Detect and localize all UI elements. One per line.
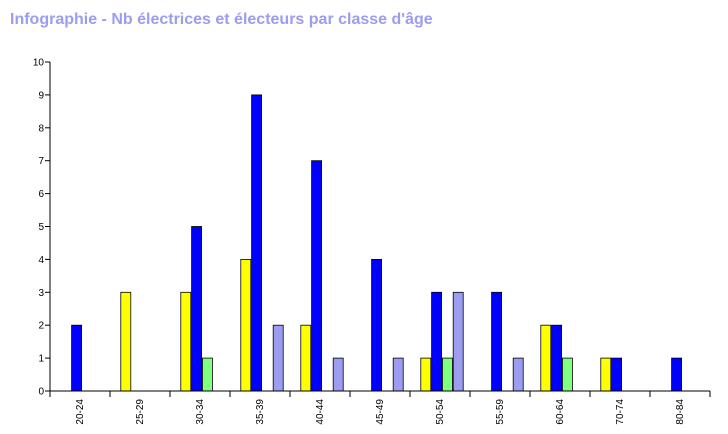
y-tick-label: 8 (38, 123, 44, 134)
x-tick-label: 70-74 (615, 399, 626, 425)
y-tick-label: 7 (38, 156, 44, 167)
x-tick-label: 35-39 (255, 399, 266, 425)
bar-70-74-series-1 (600, 357, 612, 392)
bar-40-44-series-4 (332, 357, 344, 392)
x-tick-label: 80-84 (675, 399, 686, 425)
x-tick-label: 20-24 (75, 399, 86, 425)
y-tick-label: 4 (38, 255, 44, 266)
y-tick-label: 1 (38, 354, 44, 365)
x-tick-label: 25-29 (135, 399, 146, 425)
bar-55-59-series-4 (512, 357, 524, 392)
x-axis-ticks: 20-24 25-29 30-34 35-39 40-44 45-49 50-54 55-59… (49, 391, 711, 425)
bar-30-34-series-1 (180, 291, 192, 392)
bar-45-49-series-4 (392, 357, 404, 392)
bar-70-74-series-2 (611, 357, 622, 392)
x-tick-label: 55-59 (495, 399, 506, 425)
bar-20-24-series-2 (71, 324, 82, 392)
bar-60-64-series-1 (540, 324, 552, 392)
bar-35-39-series-4 (272, 324, 284, 392)
y-tick-label: 5 (38, 222, 44, 233)
x-tick-label: 40-44 (315, 399, 326, 425)
bars-group (71, 94, 682, 392)
x-tick-label: 45-49 (375, 399, 386, 425)
bar-50-54-series-2 (431, 291, 443, 392)
x-tick-label: 60-64 (555, 399, 566, 425)
bar-25-29-series-1 (120, 291, 132, 392)
bar-50-54-series-4 (452, 291, 464, 392)
bar-30-34-series-2 (191, 226, 203, 392)
bar-50-54-series-1 (420, 357, 432, 392)
y-tick-label: 10 (33, 58, 45, 69)
x-tick-label: 30-34 (195, 399, 206, 425)
bar-60-64-series-3 (562, 357, 573, 392)
y-tick-label: 3 (38, 288, 44, 299)
bar-45-49-series-2 (371, 258, 383, 392)
bar-55-59-series-2 (491, 291, 503, 392)
y-tick-label: 6 (38, 189, 44, 200)
bar-35-39-series-1 (240, 258, 252, 392)
bar-40-44-series-2 (311, 160, 323, 392)
bar-35-39-series-2 (251, 94, 263, 392)
bar-60-64-series-2 (551, 324, 562, 392)
bar-80-84-series-2 (671, 357, 682, 392)
y-tick-label: 2 (38, 321, 44, 332)
bar-40-44-series-1 (300, 324, 312, 392)
y-axis-ticks: 0 1 2 3 4 5 6 7 8 9 10 (33, 58, 50, 398)
bar-30-34-series-3 (201, 357, 213, 392)
bar-50-54-series-3 (441, 357, 453, 392)
x-tick-label: 50-54 (435, 399, 446, 425)
y-tick-label: 9 (38, 90, 44, 101)
chart-title: Infographie - Nb électrices et électeurs… (10, 11, 433, 28)
y-tick-label: 0 (38, 387, 44, 398)
